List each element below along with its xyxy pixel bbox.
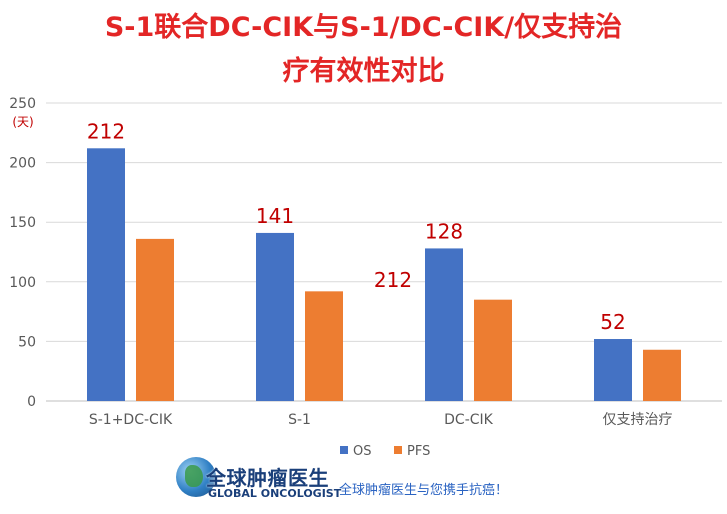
legend-label-os: OS bbox=[353, 444, 371, 459]
chart-title-line-1: S-1联合DC-CIK与S-1/DC-CIK/仅支持治 bbox=[104, 12, 623, 43]
logo-chinese-name: 全球肿瘤医生 bbox=[206, 466, 329, 490]
x-tick-label: DC-CIK bbox=[444, 412, 494, 428]
bar-os bbox=[87, 148, 125, 401]
bar-os bbox=[256, 232, 294, 401]
y-tick-label: 250 bbox=[9, 96, 36, 112]
footer: 全球肿瘤医生 GLOBAL ONCOLOGIST 全球肿瘤医生与您携手抗癌！ bbox=[176, 454, 536, 510]
bar-os bbox=[594, 339, 632, 401]
x-tick-label: S-1 bbox=[288, 412, 311, 428]
chart-title-line-2: 疗有效性对比 bbox=[282, 56, 445, 87]
data-label: 128 bbox=[425, 219, 463, 243]
legend-swatch-pfs bbox=[394, 446, 402, 454]
bar-os bbox=[425, 248, 463, 401]
data-label: 212 bbox=[87, 119, 125, 143]
x-tick-label: 仅支持治疗 bbox=[603, 412, 673, 428]
data-label: 52 bbox=[600, 310, 625, 334]
y-tick-label: 50 bbox=[18, 334, 36, 350]
annotation-label: 212 bbox=[374, 268, 412, 292]
bar-pfs bbox=[643, 349, 681, 401]
x-tick-label: S-1+DC-CIK bbox=[89, 412, 173, 428]
globe-logo-icon bbox=[176, 457, 216, 497]
bar-pfs bbox=[474, 299, 512, 401]
y-axis-unit-label: (天) bbox=[12, 115, 33, 129]
legend-label-pfs: PFS bbox=[407, 444, 430, 459]
footer-slogan: 全球肿瘤医生与您携手抗癌！ bbox=[339, 483, 509, 498]
bar-pfs bbox=[136, 238, 174, 401]
y-tick-label: 0 bbox=[27, 394, 36, 410]
y-tick-label: 200 bbox=[9, 156, 36, 172]
chart-title: S-1联合DC-CIK与S-1/DC-CIK/仅支持治 疗有效性对比 bbox=[0, 6, 727, 94]
logo-english-name: GLOBAL ONCOLOGIST bbox=[208, 487, 342, 500]
y-tick-label: 150 bbox=[9, 215, 36, 231]
y-tick-label: 100 bbox=[9, 275, 36, 291]
legend-swatch-os bbox=[340, 446, 348, 454]
bar-pfs bbox=[305, 291, 343, 401]
data-label: 141 bbox=[256, 204, 294, 228]
